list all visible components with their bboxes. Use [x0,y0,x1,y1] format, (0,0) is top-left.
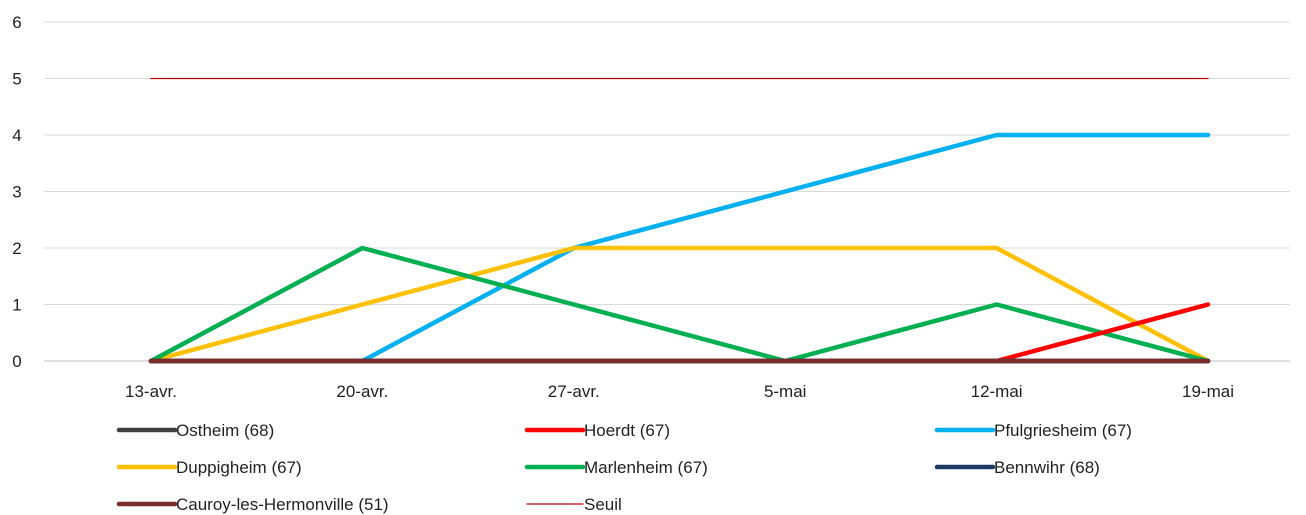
series-line-3 [148,245,1211,364]
legend-item: Pfulgriesheim (67) [934,421,1132,440]
x-tick-label: 12-mai [971,382,1023,401]
legend-label: Ostheim (68) [176,421,274,440]
legend-item: Ostheim (68) [116,421,274,440]
legend-item: Hoerdt (67) [524,421,670,440]
y-tick-label: 5 [12,70,21,89]
series-line-4 [148,245,1211,364]
x-tick-label: 5-mai [764,382,807,401]
legend-label: Bennwihr (68) [994,458,1100,477]
legend-item: Duppigheim (67) [116,458,302,477]
y-tick-label: 0 [12,352,21,371]
legend-label: Seuil [584,495,622,514]
x-axis-ticks: 13-avr. 20-avr. 27-avr. 5-mai 12-mai 19-mai [125,382,1234,401]
legend-label: Hoerdt (67) [584,421,670,440]
y-tick-label: 6 [12,13,21,32]
legend-label: Cauroy-les-Hermonville (51) [176,495,389,514]
x-tick-label: 27-avr. [548,382,600,401]
gridlines [44,21,1290,362]
legend-item: Cauroy-les-Hermonville (51) [116,495,389,514]
legend-label: Duppigheim (67) [176,458,302,477]
legend-label: Pfulgriesheim (67) [994,421,1132,440]
y-tick-label: 4 [12,126,21,145]
legend: Ostheim (68) Hoerdt (67) Pfulgriesheim (67… [116,421,1132,514]
x-tick-label: 20-avr. [336,382,388,401]
legend-item: Bennwihr (68) [934,458,1100,477]
legend-label: Marlenheim (67) [584,458,708,477]
legend-item: Marlenheim (67) [524,458,708,477]
legend-item: Seuil [526,495,622,514]
y-tick-label: 2 [12,239,21,258]
x-tick-label: 13-avr. [125,382,177,401]
y-tick-label: 1 [12,296,21,315]
y-tick-label: 3 [12,183,21,202]
series-lines [148,77,1211,364]
y-axis-ticks: 0 1 2 3 4 5 6 [12,13,21,371]
x-tick-label: 19-mai [1182,382,1234,401]
